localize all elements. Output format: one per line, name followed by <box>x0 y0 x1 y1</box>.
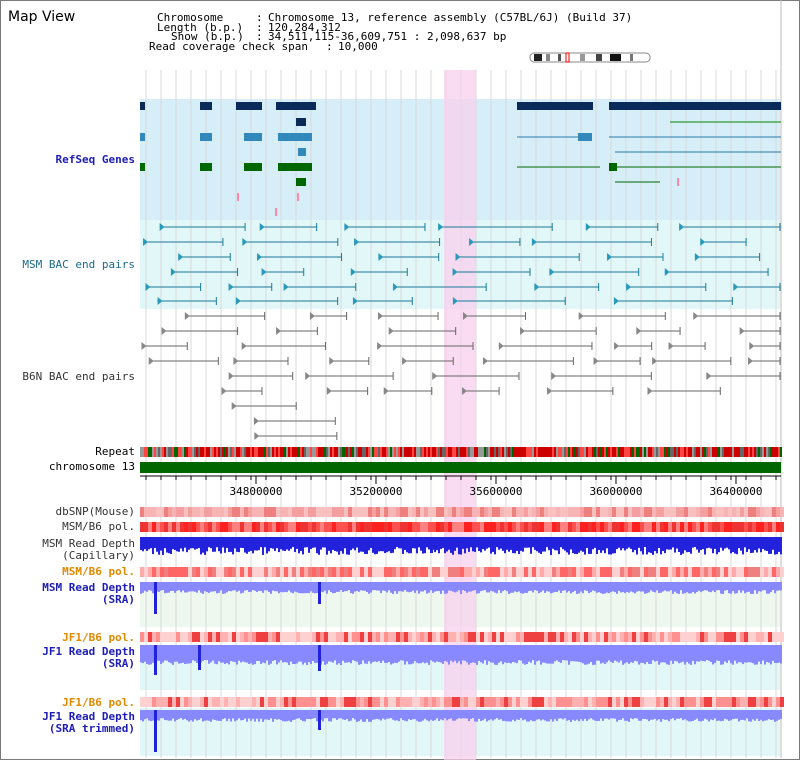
chromosome-value: Chromosome 13, reference assembly (C57BL… <box>268 11 633 24</box>
length-value: 120,284,312 <box>268 21 341 34</box>
chromosome-label: Chromosome <box>157 11 224 24</box>
b6n-bac-end-pairs[interactable] <box>141 312 781 440</box>
map-view-title: Map View <box>8 9 76 25</box>
repeat-track[interactable] <box>140 447 782 457</box>
jf1-b6-pol-label: JF1/B6 pol. <box>62 631 135 644</box>
axis-tick-label: 34800000 <box>229 485 283 498</box>
msm-bac-label[interactable]: MSM BAC end pairs <box>22 258 135 271</box>
coverage-label: Read coverage check span <box>149 40 308 53</box>
msm-read-depth-capillary-label-2: (Capillary) <box>62 549 135 562</box>
show-value: 34,511,115-36,609,751 : 2,098,637 bp <box>268 30 507 43</box>
jf1-read-depth-sra-label-1: JF1 Read Depth <box>42 645 135 658</box>
jf1-b6-pol-label-2: JF1/B6 pol. <box>62 696 135 709</box>
repeat-label: Repeat <box>95 445 135 458</box>
coverage-sep: : <box>326 40 333 53</box>
chromosome-bar[interactable] <box>140 462 781 473</box>
msm-read-depth-sra-label-1: MSM Read Depth <box>42 581 135 594</box>
axis-tick-label: 36400000 <box>709 485 763 498</box>
chromosome-sep: : <box>256 11 263 24</box>
msm-bac-end-pairs[interactable] <box>143 223 781 305</box>
msm-b6-pol-label-2: MSM/B6 pol. <box>62 565 135 578</box>
chromosome-13-label: chromosome 13 <box>48 460 135 473</box>
show-sep: : <box>256 30 263 43</box>
msm-read-depth-sra-label-2: (SRA) <box>101 593 135 606</box>
length-sep: : <box>256 21 263 34</box>
position-axis <box>140 475 781 484</box>
jf1-read-depth-sra-label-2: (SRA) <box>101 657 135 670</box>
refseq-genes-label[interactable]: RefSeq Genes <box>55 153 135 166</box>
refseq-genes[interactable] <box>140 102 781 216</box>
jf1-read-depth-trimmed-label-1: JF1 Read Depth <box>42 710 135 723</box>
dbsnp-label: dbSNP(Mouse) <box>55 505 135 518</box>
b6n-bac-label[interactable]: B6N BAC end pairs <box>22 370 135 383</box>
length-label: Length (b.p.) <box>157 21 244 34</box>
coverage-value: 10,000 <box>338 40 378 53</box>
polymorphism-tracks[interactable] <box>140 507 784 707</box>
axis-tick-label: 35200000 <box>349 485 403 498</box>
jf1-read-depth-trimmed-label-2: (SRA trimmed) <box>48 722 135 735</box>
axis-tick-label: 36000000 <box>589 485 643 498</box>
read-depth-tracks[interactable] <box>140 537 782 752</box>
msm-read-depth-capillary-label-1: MSM Read Depth <box>42 537 135 550</box>
axis-tick-label: 35600000 <box>469 485 523 498</box>
msm-b6-pol-label: MSM/B6 pol. <box>62 520 135 533</box>
grid-lines <box>145 0 782 758</box>
chromosome-ideogram[interactable] <box>529 52 651 63</box>
show-label: Show (b.p.) <box>171 30 244 43</box>
